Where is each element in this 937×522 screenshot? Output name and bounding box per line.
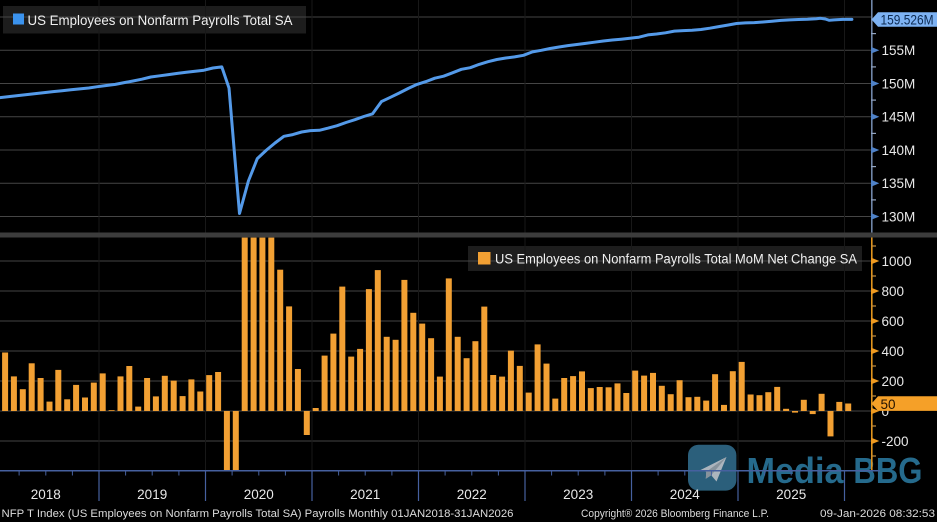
svg-text:130M: 130M <box>882 209 916 224</box>
svg-text:150M: 150M <box>882 76 916 91</box>
svg-text:NFP T Index (US Employees on N: NFP T Index (US Employees on Nonfarm Pay… <box>2 508 514 520</box>
svg-text:1000: 1000 <box>882 254 912 269</box>
svg-text:145M: 145M <box>882 110 916 125</box>
svg-text:2021: 2021 <box>350 487 380 502</box>
svg-text:2018: 2018 <box>31 487 61 502</box>
svg-text:2022: 2022 <box>457 487 487 502</box>
svg-text:09-Jan-2026 08:32:53: 09-Jan-2026 08:32:53 <box>820 508 935 520</box>
svg-text:600: 600 <box>882 314 905 329</box>
svg-text:0: 0 <box>882 404 890 419</box>
svg-text:800: 800 <box>882 284 905 299</box>
svg-text:2023: 2023 <box>563 487 593 502</box>
svg-text:2019: 2019 <box>137 487 167 502</box>
svg-text:50: 50 <box>881 397 896 412</box>
svg-text:2025: 2025 <box>776 487 806 502</box>
svg-text:2024: 2024 <box>670 487 701 502</box>
svg-text:-200: -200 <box>882 434 909 449</box>
svg-text:US Employees on Nonfarm Payrol: US Employees on Nonfarm Payrolls Total M… <box>495 252 857 267</box>
svg-text:200: 200 <box>882 374 905 389</box>
svg-text:140M: 140M <box>882 143 916 158</box>
svg-text:2020: 2020 <box>244 487 274 502</box>
svg-text:400: 400 <box>882 344 905 359</box>
svg-text:159.526M: 159.526M <box>881 13 934 28</box>
svg-text:Copyright® 2026 Bloomberg Fina: Copyright® 2026 Bloomberg Finance L.P. <box>581 508 769 520</box>
svg-text:US Employees on Nonfarm Payrol: US Employees on Nonfarm Payrolls Total S… <box>28 13 293 28</box>
svg-text:135M: 135M <box>882 176 916 191</box>
svg-text:155M: 155M <box>882 43 916 58</box>
